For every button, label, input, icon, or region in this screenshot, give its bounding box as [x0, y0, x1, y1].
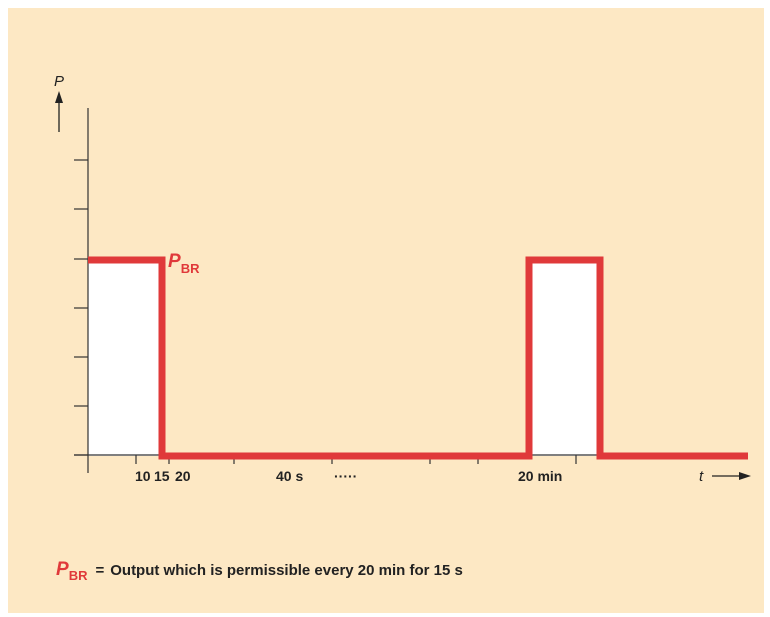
pulse-series-line — [88, 256, 748, 460]
x-tick-label-20min: 20 min — [518, 468, 562, 484]
caption-symbol: P — [56, 559, 69, 580]
caption-text: Output which is permissible every 20 min… — [110, 562, 463, 579]
y-ticks — [74, 159, 88, 456]
x-tick-label-10: 10 — [135, 468, 151, 484]
series-label: PBR — [168, 251, 200, 276]
x-tick-label-ellipsis: ····· — [334, 468, 357, 484]
x-tick-label-15: 15 — [154, 468, 170, 484]
x-tick-label-40s: 40 s — [276, 468, 303, 484]
pulse-fill-2 — [529, 260, 600, 456]
pulse-fill-1 — [88, 260, 162, 456]
caption-symbol-sub: BR — [68, 568, 88, 583]
chart-panel: P 10 15 20 40 s ····· 20 min t — [8, 8, 764, 613]
pulse-chart: P 10 15 20 40 s ····· 20 min t — [54, 73, 751, 485]
x-tick-label-20: 20 — [175, 468, 191, 484]
x-axis-label: t — [699, 468, 704, 485]
caption: PBR = Output which is permissible every 20… — [56, 559, 463, 583]
right-arrow-icon — [712, 472, 751, 480]
y-axis-label: P — [54, 73, 64, 90]
up-arrow-icon — [55, 91, 63, 132]
caption-equals: = — [95, 562, 105, 579]
